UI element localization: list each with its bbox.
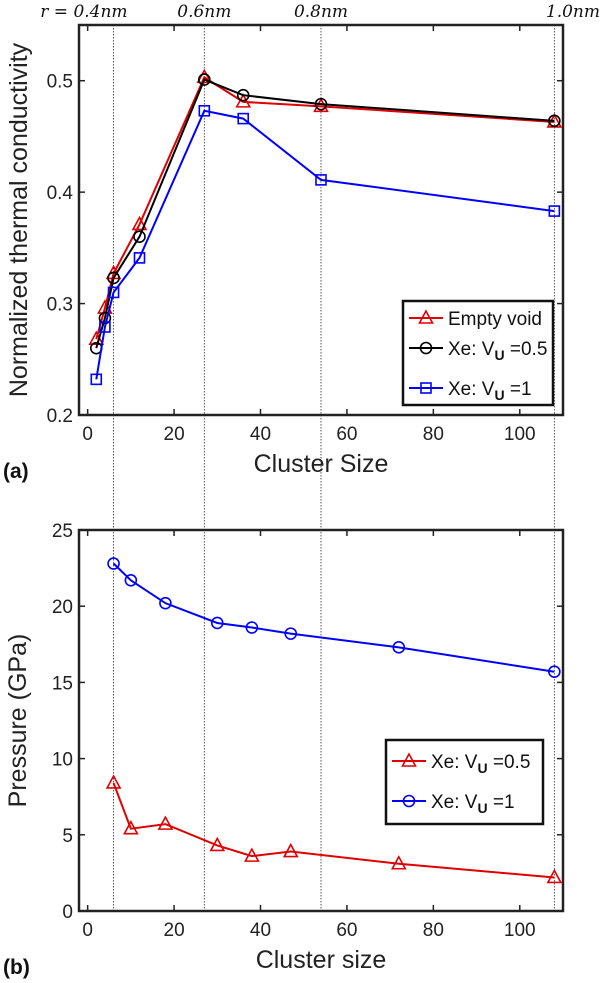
- y-tick-label: 10: [52, 750, 73, 771]
- circle-marker: [314, 97, 328, 111]
- square-marker: [133, 252, 146, 264]
- circle-marker: [419, 341, 433, 355]
- circle-marker: [548, 114, 561, 128]
- x-tick-label: 60: [336, 920, 357, 941]
- x-axis-label: Cluster size: [256, 946, 387, 974]
- circle-marker: [133, 230, 146, 244]
- legend-label: Xe: VU =1: [431, 792, 515, 816]
- triangle-marker: [390, 855, 407, 870]
- square-marker: [90, 373, 103, 386]
- square-marker: [420, 382, 432, 394]
- axes-box: [77, 528, 565, 913]
- y-tick-label: 0.3: [47, 295, 73, 316]
- circle-marker: [159, 596, 172, 610]
- triangle-marker: [123, 820, 139, 835]
- legend: Empty void Xe: VU =0.5 Xe: VU =1: [401, 299, 555, 407]
- circle-marker: [392, 641, 406, 654]
- series: [107, 557, 561, 679]
- triangle-marker: [131, 215, 148, 231]
- triangle-marker: [209, 836, 226, 852]
- series: [105, 774, 563, 884]
- axes-box: [77, 23, 565, 417]
- triangle-marker: [546, 868, 563, 884]
- panel-label: (b): [3, 956, 30, 979]
- radius-label: 0.8nm: [294, 2, 348, 22]
- y-tick-label: 25: [52, 521, 73, 542]
- panel-label: (a): [3, 460, 29, 483]
- legend-box: [384, 738, 545, 826]
- radius-label: 0.6nm: [177, 2, 231, 22]
- circle-marker: [124, 573, 138, 587]
- triangle-marker: [235, 93, 252, 108]
- panel-a: 0 20 40 60 80 100 0.2 0.3 0.4 0.5 Empty void Xe: VU…: [3, 23, 565, 483]
- triangle-marker: [401, 752, 417, 767]
- square-marker: [237, 112, 250, 125]
- circle-marker: [107, 557, 120, 570]
- x-tick-label: 100: [504, 424, 536, 445]
- triangle-marker: [282, 842, 299, 858]
- y-axis-label: Normalized thermal conductivity: [5, 42, 33, 397]
- y-tick-label: 0: [62, 902, 73, 923]
- legend-label: Xe: VU =0.5: [431, 752, 530, 776]
- triangle-marker: [157, 815, 174, 830]
- y-tick-label: 5: [62, 826, 73, 847]
- square-marker: [315, 174, 327, 186]
- y-tick-label: 0.2: [47, 406, 73, 427]
- y-axis-label: Pressure (GPa): [4, 634, 32, 808]
- radius-label: r = 0.4nm: [40, 2, 127, 22]
- y-tick-label: 0.5: [47, 72, 73, 93]
- x-tick-label: 80: [423, 920, 444, 941]
- circle-marker: [284, 627, 298, 640]
- x-tick-label: 60: [336, 424, 357, 445]
- circle-marker: [210, 616, 224, 630]
- circle-marker: [245, 621, 259, 634]
- x-tick-label: 20: [164, 920, 185, 941]
- circle-marker: [198, 73, 211, 86]
- x-tick-label: 80: [423, 424, 444, 445]
- triangle-marker: [196, 68, 213, 84]
- legend-label: Empty void: [448, 309, 542, 330]
- circle-marker: [236, 88, 250, 102]
- y-tick-label: 15: [52, 673, 73, 694]
- radius-label: 1.0nm: [546, 2, 600, 22]
- x-tick-label: 40: [250, 920, 271, 941]
- triangle-marker: [244, 847, 260, 862]
- legend-label: Xe: VU =0.5: [448, 339, 547, 363]
- x-tick-label: 0: [82, 920, 93, 941]
- square-marker: [548, 205, 561, 217]
- series: [90, 105, 561, 386]
- square-marker: [99, 321, 111, 333]
- y-tick-label: 20: [52, 597, 73, 618]
- x-axis-label: Cluster Size: [254, 450, 389, 478]
- series-line: [112, 562, 555, 673]
- square-marker: [107, 286, 120, 299]
- series-line: [95, 78, 555, 349]
- legend: Xe: VU =0.5 Xe: VU =1: [384, 738, 545, 826]
- x-tick-label: 100: [504, 920, 536, 941]
- triangle-marker: [418, 309, 434, 324]
- circle-marker: [402, 794, 416, 808]
- x-tick-label: 20: [164, 424, 185, 445]
- square-marker: [198, 105, 211, 117]
- triangle-marker: [105, 774, 122, 789]
- circle-marker: [107, 271, 120, 285]
- legend-label: Xe: VU =1: [448, 379, 532, 403]
- y-tick-label: 0.4: [47, 183, 74, 204]
- series-line: [112, 782, 555, 879]
- x-tick-label: 0: [82, 424, 93, 445]
- x-tick-label: 40: [250, 424, 271, 445]
- circle-marker: [548, 665, 561, 679]
